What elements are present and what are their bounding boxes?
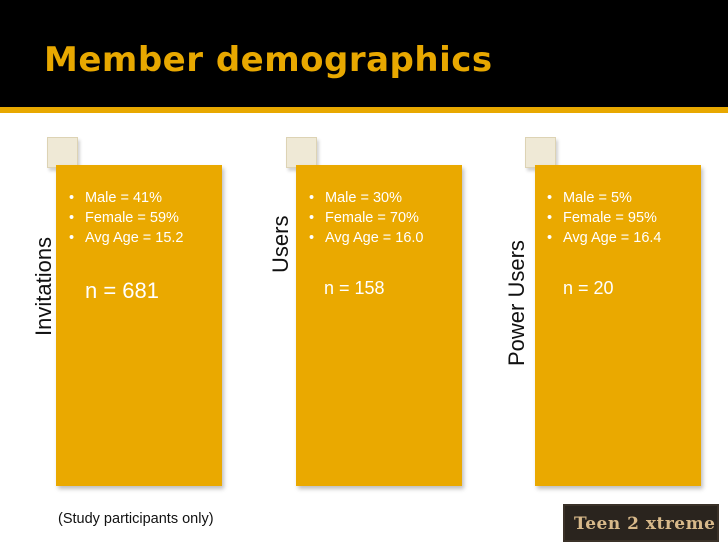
bullet-item: Female = 95% <box>547 208 662 228</box>
bullet-item: Avg Age = 16.4 <box>547 228 662 248</box>
brand-logo: Teen 2 xtreme <box>563 504 719 542</box>
group-label: Power Users <box>504 240 529 366</box>
bullet-item: Male = 5% <box>547 188 662 208</box>
bullet-list: Male = 30% Female = 70% Avg Age = 16.0 <box>309 188 424 248</box>
bullet-item: Avg Age = 16.0 <box>309 228 424 248</box>
bullet-item: Female = 70% <box>309 208 424 228</box>
bullet-item: Male = 30% <box>309 188 424 208</box>
tab-square <box>47 137 78 168</box>
footnote: (Study participants only) <box>58 511 214 527</box>
sample-size: n = 20 <box>563 278 614 298</box>
logo-text: Teen 2 xtreme <box>574 514 716 534</box>
tab-square <box>286 137 317 168</box>
bullet-item: Female = 59% <box>69 208 184 228</box>
sample-size: n = 681 <box>85 278 160 303</box>
bullet-item: Male = 41% <box>69 188 184 208</box>
group-label: Invitations <box>31 236 56 336</box>
tab-square <box>525 137 556 168</box>
bullet-item: Avg Age = 15.2 <box>69 228 184 248</box>
bullet-list: Male = 41% Female = 59% Avg Age = 15.2 <box>69 188 184 248</box>
bullet-list: Male = 5% Female = 95% Avg Age = 16.4 <box>547 188 662 248</box>
title-bar: Member demographics <box>0 0 728 113</box>
sample-size: n = 158 <box>324 278 385 298</box>
group-label: Users <box>268 215 293 273</box>
slide-title: Member demographics <box>44 40 493 80</box>
